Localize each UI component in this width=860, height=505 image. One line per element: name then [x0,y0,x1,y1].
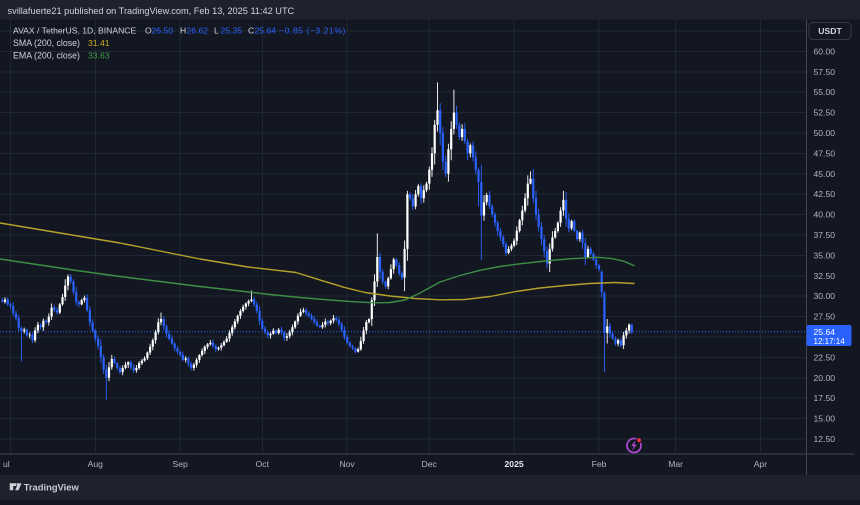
svg-text:Aug: Aug [88,459,104,469]
svg-text:17.50: 17.50 [814,393,836,403]
svg-text:25.35: 25.35 [221,26,243,36]
svg-text:Sep: Sep [173,459,189,469]
svg-text:12:17:14: 12:17:14 [814,337,846,346]
svg-text:26.50: 26.50 [152,26,174,36]
svg-text:37.50: 37.50 [814,230,836,240]
svg-text:20.00: 20.00 [814,373,836,383]
svg-text:Feb: Feb [592,459,607,469]
svg-text:60.00: 60.00 [814,46,836,56]
svg-text:15.00: 15.00 [814,414,836,424]
svg-text:SMA (200, close): SMA (200, close) [13,38,80,48]
svg-text:Nov: Nov [339,459,355,469]
svg-text:O: O [145,26,152,36]
svg-text:45.00: 45.00 [814,169,836,179]
svg-text:USDT: USDT [818,26,842,36]
svg-text:32.50: 32.50 [814,271,836,281]
svg-text:ul: ul [3,459,10,469]
svg-text:H: H [180,26,186,36]
svg-text:12.50: 12.50 [814,434,836,444]
svg-text:Oct: Oct [256,459,270,469]
svg-text:26.62: 26.62 [187,26,209,36]
svg-text:42.50: 42.50 [814,189,836,199]
svg-text:svillafuerte21 published on Tr: svillafuerte21 published on TradingView.… [8,6,295,16]
svg-text:2025: 2025 [505,459,524,469]
svg-text:52.50: 52.50 [814,108,836,118]
svg-text:57.50: 57.50 [814,67,836,77]
svg-text:35.00: 35.00 [814,250,836,260]
svg-text:40.00: 40.00 [814,210,836,220]
svg-text:25.64: 25.64 [814,327,836,337]
svg-text:30.00: 30.00 [814,291,836,301]
svg-text:−0.85 (−3.21%): −0.85 (−3.21%) [279,26,346,36]
svg-text:33.63: 33.63 [88,51,110,61]
svg-text:25.64: 25.64 [255,26,277,36]
svg-text:C: C [248,26,254,36]
svg-text:47.50: 47.50 [814,148,836,158]
svg-text:Apr: Apr [754,459,768,469]
svg-text:AVAX / TetherUS, 1D, BINANCE: AVAX / TetherUS, 1D, BINANCE [13,26,136,36]
svg-text:31.41: 31.41 [88,38,110,48]
svg-text:TradingView: TradingView [24,481,80,492]
svg-text:Mar: Mar [668,459,683,469]
svg-text:EMA (200, close): EMA (200, close) [13,51,80,61]
svg-text:55.00: 55.00 [814,87,836,97]
svg-text:27.50: 27.50 [814,312,836,322]
svg-text:22.50: 22.50 [814,352,836,362]
svg-text:Dec: Dec [422,459,438,469]
svg-text:L: L [214,26,219,36]
svg-text:50.00: 50.00 [814,128,836,138]
